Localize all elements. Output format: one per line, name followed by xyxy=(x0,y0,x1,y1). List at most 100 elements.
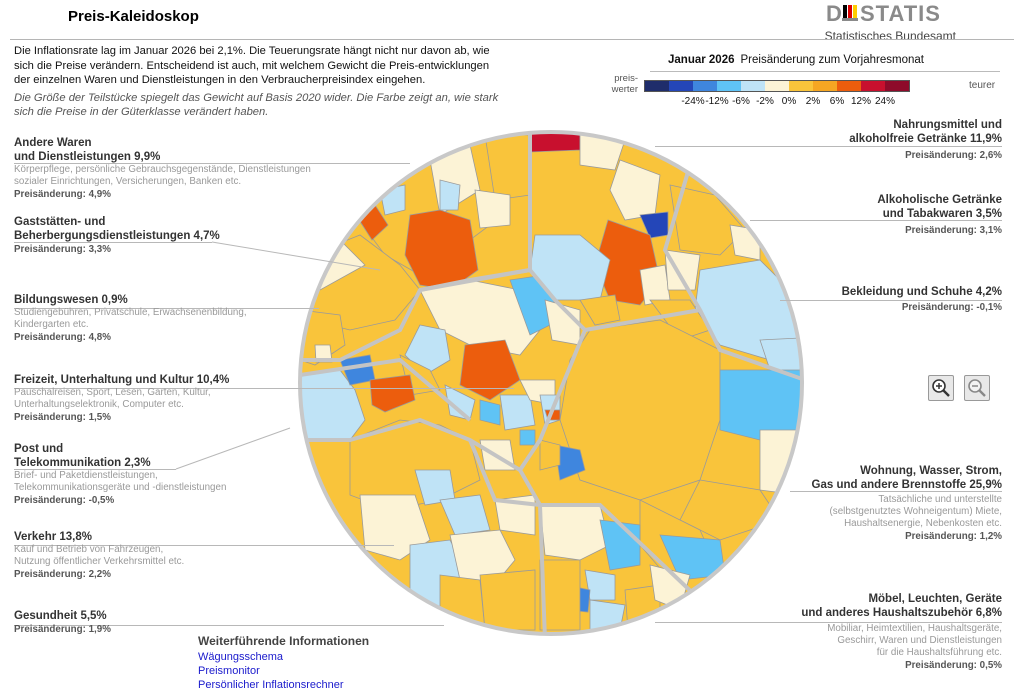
legend-tick-label: 0% xyxy=(781,96,797,107)
label-name: Freizeit, Unterhaltung und Kultur 10,4% xyxy=(14,374,230,386)
label-change: Preisänderung: 1,2% xyxy=(905,531,1002,542)
legend-swatch xyxy=(789,81,813,91)
legend-caption: Preisänderung zum Vorjahresmonat xyxy=(740,54,924,66)
connector-verkehr xyxy=(14,545,394,546)
connector-post xyxy=(14,469,176,470)
label-name: Möbel, Leuchten, Geräte und anderes Haus… xyxy=(801,593,1002,619)
page-title: Preis-Kaleidoskop xyxy=(68,8,199,25)
segment-nahrungsmittel[interactable] xyxy=(529,132,671,326)
zoom-out-button[interactable] xyxy=(964,375,990,401)
link-waegungsschema[interactable]: Wägungsschema xyxy=(198,651,283,663)
zoom-out-icon xyxy=(968,379,986,397)
intro-text: Die Inflationsrate lag im Januar 2026 be… xyxy=(14,44,504,120)
legend-swatch xyxy=(765,81,789,91)
legend-swatch xyxy=(741,81,765,91)
legend-tick-label: -24% xyxy=(681,96,705,107)
segment-wohnung[interactable] xyxy=(539,319,805,581)
further-info: Weiterführende Informationen Wägungssche… xyxy=(198,634,369,692)
label-desc: Tatsächliche und unterstellte (selbstgen… xyxy=(829,494,1002,529)
connector-nahrungsmittel xyxy=(655,146,1002,147)
segment-moebel[interactable] xyxy=(539,504,691,631)
legend-swatch xyxy=(861,81,885,91)
legend-tick-label: 6% xyxy=(829,96,845,107)
label-change: Preisänderung: 2,2% xyxy=(14,569,111,580)
link-inflationsrechner[interactable]: Persönlicher Inflationsrechner xyxy=(198,679,344,691)
label-alkohol[interactable]: Alkoholische Getränke und Tabakwaren 3,5… xyxy=(877,193,1002,237)
legend-title: Januar 2026 Preisänderung zum Vorjahresmo… xyxy=(668,54,924,66)
legend-swatch xyxy=(717,81,741,91)
label-desc: Körperpflege, persönliche Gebrauchsgegen… xyxy=(14,164,311,187)
legend-tick-label: -12% xyxy=(705,96,729,107)
label-name: Nahrungsmittel und alkoholfreie Getränke… xyxy=(849,119,1002,145)
segment-post[interactable] xyxy=(300,354,416,441)
label-name: Gesundheit 5,5% xyxy=(14,610,107,622)
further-info-heading: Weiterführende Informationen xyxy=(198,634,370,648)
legend-swatch xyxy=(693,81,717,91)
label-change: Preisänderung: 3,3% xyxy=(14,244,111,255)
label-verkehr[interactable]: Verkehr 13,8% Kauf und Betrieb von Fahrz… xyxy=(14,530,184,581)
segment-gesundheit[interactable] xyxy=(409,494,536,631)
price-kaleidoscope[interactable] xyxy=(295,126,807,638)
legend-swatch xyxy=(885,81,909,91)
connector-bildungswesen xyxy=(14,308,319,309)
label-change: Preisänderung: 4,8% xyxy=(14,332,111,343)
logo-wordmark: D STATIS xyxy=(825,1,956,28)
legend-tick-label: -2% xyxy=(756,96,774,107)
label-bekleidung[interactable]: Bekleidung und Schuhe 4,2% Preisänderung… xyxy=(842,285,1002,314)
legend-divider xyxy=(650,71,1000,72)
connector-bekleidung xyxy=(780,300,1002,301)
label-gesundheit[interactable]: Gesundheit 5,5% Preisänderung: 1,9% xyxy=(14,609,111,636)
label-wohnung[interactable]: Wohnung, Wasser, Strom, Gas und andere B… xyxy=(812,464,1002,543)
legend-tick-label: -6% xyxy=(732,96,750,107)
label-change: Preisänderung: 1,9% xyxy=(14,624,111,635)
label-name: Alkoholische Getränke und Tabakwaren 3,5… xyxy=(877,194,1002,220)
connector-gaststaetten xyxy=(14,242,212,243)
legend-swatch xyxy=(837,81,861,91)
label-change: Preisänderung: 4,9% xyxy=(14,189,111,200)
segment-bildungswesen[interactable] xyxy=(300,309,346,366)
label-desc: Mobiliar, Heimtextilien, Haushaltsgeräte… xyxy=(827,623,1002,658)
legend-color-scale xyxy=(644,80,910,92)
label-name: Verkehr 13,8% xyxy=(14,531,93,543)
label-nahrungsmittel[interactable]: Nahrungsmittel und alkoholfreie Getränke… xyxy=(849,118,1002,162)
legend-swatch xyxy=(813,81,837,91)
legend-expensive-label: teurer xyxy=(969,80,996,91)
segment-alkohol[interactable] xyxy=(664,184,761,291)
legend-cheaper-label: preis- werter xyxy=(611,73,638,95)
label-change: Preisänderung: -0,5% xyxy=(14,495,115,506)
segment-freizeit[interactable] xyxy=(399,274,581,446)
label-bildungswesen[interactable]: Bildungswesen 0,9% Studiengebühren, Priv… xyxy=(14,293,247,344)
label-change: Preisänderung: 2,6% xyxy=(905,150,1002,161)
label-desc: Kauf und Betrieb von Fahrzeugen, Nutzung… xyxy=(14,544,185,567)
legend-swatch xyxy=(669,81,693,91)
connector-alkohol xyxy=(750,220,1002,221)
label-freizeit[interactable]: Freizeit, Unterhaltung und Kultur 10,4% … xyxy=(14,373,229,424)
svg-text:D: D xyxy=(826,2,843,24)
label-moebel[interactable]: Möbel, Leuchten, Geräte und anderes Haus… xyxy=(801,592,1002,672)
zoom-in-button[interactable] xyxy=(928,375,954,401)
label-name: Bekleidung und Schuhe 4,2% xyxy=(841,286,1002,298)
label-desc: Brief- und Paketdienstleistungen, Teleko… xyxy=(14,470,227,493)
label-name: Bildungswesen 0,9% xyxy=(14,294,128,306)
legend-month: Januar 2026 xyxy=(668,54,735,66)
connector-andere-waren xyxy=(14,163,410,164)
label-name: Post und Telekommunikation 2,3% xyxy=(14,443,151,469)
label-gaststaetten[interactable]: Gaststätten- und Beherbergungsdienstleis… xyxy=(14,215,220,256)
label-name: Andere Waren und Dienstleistungen 9,9% xyxy=(14,137,161,163)
label-change: Preisänderung: -0,1% xyxy=(901,302,1002,313)
logo-mark: D STATIS xyxy=(826,1,941,26)
destatis-logo[interactable]: D STATIS Statistisches Bundesamt xyxy=(824,1,956,43)
svg-text:STATIS: STATIS xyxy=(860,2,941,24)
logo-subtitle: Statistisches Bundesamt xyxy=(824,29,956,43)
intro-note: Die Größe der Teilstücke spiegelt das Ge… xyxy=(14,91,499,119)
label-change: Preisänderung: 0,5% xyxy=(905,660,1002,671)
label-post[interactable]: Post und Telekommunikation 2,3% Brief- u… xyxy=(14,442,226,507)
link-preismonitor[interactable]: Preismonitor xyxy=(198,665,260,677)
intro-paragraph: Die Inflationsrate lag im Januar 2026 be… xyxy=(14,45,490,86)
legend-tick-label: 2% xyxy=(805,96,821,107)
label-change: Preisänderung: 1,5% xyxy=(14,412,111,423)
label-name: Wohnung, Wasser, Strom, Gas und andere B… xyxy=(811,465,1002,491)
connector-freizeit xyxy=(14,388,514,389)
label-andere-waren[interactable]: Andere Waren und Dienstleistungen 9,9% K… xyxy=(14,136,311,201)
legend-swatch xyxy=(645,81,669,91)
